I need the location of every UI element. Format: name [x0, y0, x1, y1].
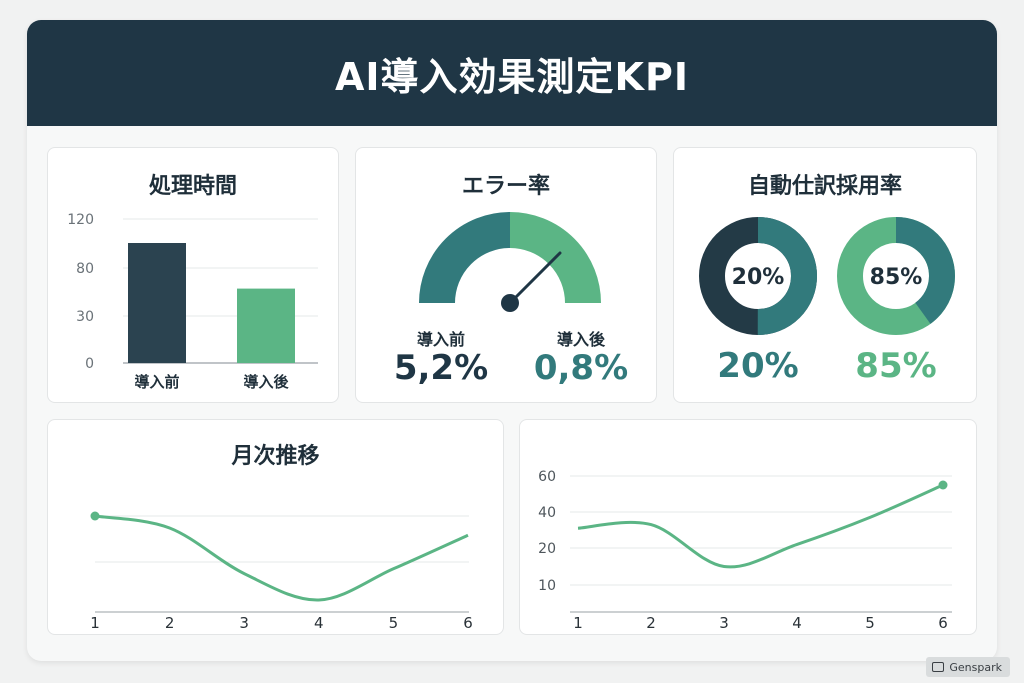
processing-time-card: 処理時間 0 30 80 120 導入前 導入後	[47, 147, 339, 403]
image-icon	[932, 662, 945, 672]
page-title: AI導入効果測定KPI	[27, 20, 997, 126]
donut-segment	[699, 217, 817, 335]
auto-journal-title: 自動仕訳採用率	[747, 174, 902, 199]
error-before-value: 5,2%	[393, 348, 489, 388]
donut1-value: 20%	[717, 346, 799, 386]
processing-time-bar-chart: 0 30 80 120 導入前 導入後	[67, 212, 318, 391]
x-tick-label: 導入後	[243, 373, 289, 391]
monthly-trend-chart: 1 2 3 4 5 6	[90, 511, 473, 632]
trend-chart-card: 10 20 40 60 1 2 3 4 5 6	[519, 419, 977, 635]
auto-journal-donuts	[699, 217, 955, 335]
x-tick-label: 3	[239, 614, 249, 632]
x-tick-label: 4	[314, 614, 324, 632]
donut2-center-label: 85%	[869, 265, 923, 290]
x-tick-label: 4	[792, 614, 802, 632]
x-tick-label: 6	[938, 614, 948, 632]
monthly-trend-title: 月次推移	[231, 444, 320, 469]
x-tick-label: 3	[719, 614, 729, 632]
series-line	[94, 514, 469, 602]
y-tick-label: 40	[538, 505, 556, 521]
donut1-center-label: 20%	[731, 265, 785, 290]
y-tick-label: 30	[76, 309, 94, 325]
donut-segment	[837, 217, 955, 335]
processing-time-title: 処理時間	[148, 174, 237, 199]
genspark-watermark: Genspark	[926, 657, 1010, 677]
gauge-hub	[501, 294, 519, 312]
x-tick-label: 1	[90, 614, 100, 632]
error-rate-gauge	[419, 212, 601, 312]
x-tick-label: 2	[165, 614, 175, 632]
error-rate-card: エラー率 導入前 5,2% 導入後 0,8%	[355, 147, 657, 403]
x-tick-label: 5	[389, 614, 399, 632]
monthly-trend-card: 月次推移 1 2 3 4 5 6	[47, 419, 504, 635]
donut-hole	[726, 244, 790, 308]
bar	[128, 243, 186, 363]
trend-line-chart: 10 20 40 60 1 2 3 4 5 6	[538, 469, 952, 632]
gauge-arc-after	[509, 212, 601, 304]
y-tick-label: 80	[76, 261, 94, 277]
gauge-needle	[508, 251, 562, 305]
y-tick-label: 20	[538, 541, 556, 557]
y-tick-label: 120	[67, 212, 94, 228]
error-after-value: 0,8%	[533, 348, 629, 388]
data-point	[938, 480, 948, 490]
donut2-value: 85%	[855, 346, 937, 386]
y-tick-label: 0	[85, 356, 94, 372]
data-point	[90, 511, 100, 521]
donut-hole	[864, 244, 928, 308]
gauge-arc-before	[419, 212, 511, 304]
error-rate-title: エラー率	[461, 174, 550, 199]
watermark-text: Genspark	[949, 660, 1002, 674]
error-after-label: 導入後	[556, 330, 605, 349]
x-tick-label: 2	[646, 614, 656, 632]
dashboard-frame: AI導入効果測定KPI 処理時間 0 30 80 120 導入前 導入後 エラー率 導入前…	[27, 20, 997, 661]
x-tick-label: 1	[573, 614, 583, 632]
error-before-label: 導入前	[416, 330, 465, 349]
x-tick-label: 6	[463, 614, 473, 632]
bar	[237, 288, 295, 363]
x-tick-label: 5	[865, 614, 875, 632]
auto-journal-card: 自動仕訳採用率 20% 85% 20% 85%	[673, 147, 977, 403]
series-line	[577, 483, 944, 569]
y-tick-label: 10	[538, 578, 556, 594]
y-tick-label: 60	[538, 469, 556, 485]
x-tick-label: 導入前	[134, 373, 179, 391]
